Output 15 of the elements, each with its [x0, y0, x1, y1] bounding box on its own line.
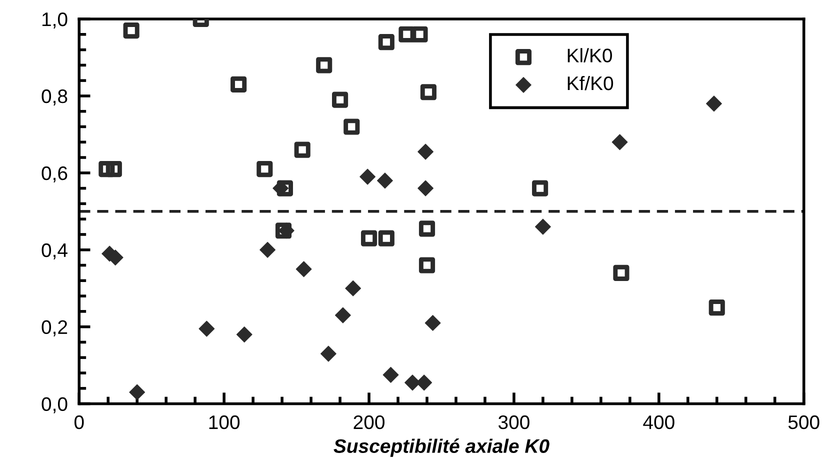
x-tick-label: 300: [498, 415, 530, 430]
legend-label: Kl/K0: [568, 48, 612, 62]
y-tick-label: 0,0: [42, 397, 68, 414]
x-tick-label: 500: [788, 415, 820, 430]
x-tick-label: 100: [209, 415, 240, 430]
y-tick-label: 0,8: [42, 89, 68, 106]
x-tick-label: 0: [74, 415, 84, 430]
y-tick-label: 0,6: [42, 166, 68, 182]
x-axis-title: Susceptibilité axiale K0: [334, 438, 550, 457]
y-tick-label: 1,0: [42, 12, 68, 29]
x-tick-label: 400: [643, 415, 674, 430]
y-tick-label: 0,4: [42, 243, 68, 260]
x-tick-label: 200: [354, 415, 384, 430]
y-tick-label: 0,2: [42, 320, 68, 336]
legend-label: Kf/K0: [568, 76, 614, 90]
